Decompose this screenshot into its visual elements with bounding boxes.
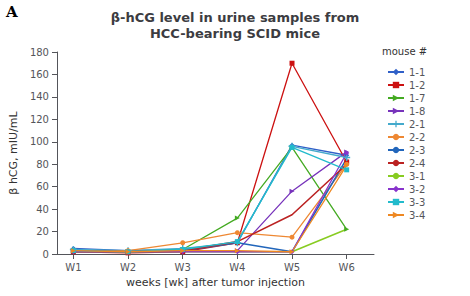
svg-text:W2: W2 xyxy=(120,262,136,273)
svg-text:1-2: 1-2 xyxy=(409,80,425,91)
svg-text:weeks [wk] after tumor injecti: weeks [wk] after tumor injection xyxy=(126,276,305,289)
svg-text:180: 180 xyxy=(30,47,49,58)
svg-text:3-2: 3-2 xyxy=(409,184,425,195)
svg-text:W1: W1 xyxy=(65,262,81,273)
svg-text:1-1: 1-1 xyxy=(409,67,425,78)
svg-text:3-4: 3-4 xyxy=(409,210,425,221)
svg-text:β hCG, mIU/mL: β hCG, mIU/mL xyxy=(7,111,20,195)
svg-text:W6: W6 xyxy=(339,262,355,273)
svg-text:2-4: 2-4 xyxy=(409,158,425,169)
svg-text:mouse #: mouse # xyxy=(382,46,427,57)
svg-text:W5: W5 xyxy=(284,262,300,273)
svg-text:3-1: 3-1 xyxy=(409,171,425,182)
svg-text:β-hCG level in urine samples f: β-hCG level in urine samples from xyxy=(111,10,360,25)
svg-text:W3: W3 xyxy=(175,262,191,273)
svg-text:HCC-bearing SCID mice: HCC-bearing SCID mice xyxy=(150,26,320,41)
svg-text:160: 160 xyxy=(30,69,49,80)
svg-text:60: 60 xyxy=(36,181,49,192)
svg-text:0: 0 xyxy=(43,249,49,260)
svg-text:140: 140 xyxy=(30,91,49,102)
svg-text:100: 100 xyxy=(30,136,49,147)
svg-text:W4: W4 xyxy=(229,262,245,273)
svg-text:2-1: 2-1 xyxy=(409,119,425,130)
svg-text:80: 80 xyxy=(36,159,49,170)
svg-text:40: 40 xyxy=(36,204,49,215)
svg-text:2-3: 2-3 xyxy=(409,145,425,156)
svg-text:1-7: 1-7 xyxy=(409,93,425,104)
svg-text:20: 20 xyxy=(36,226,49,237)
svg-text:2-2: 2-2 xyxy=(409,132,425,143)
svg-text:A: A xyxy=(5,3,18,21)
svg-text:120: 120 xyxy=(30,114,49,125)
svg-text:1-8: 1-8 xyxy=(409,106,425,117)
svg-text:3-3: 3-3 xyxy=(409,197,425,208)
